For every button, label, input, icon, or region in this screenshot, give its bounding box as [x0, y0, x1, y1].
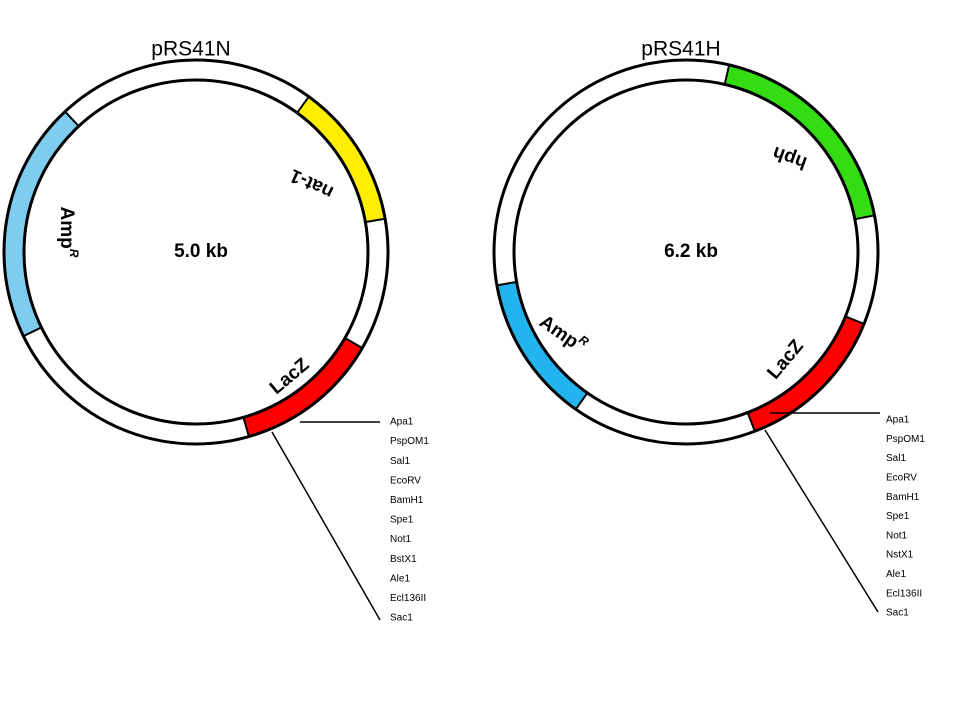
feature-label: AmpR	[56, 207, 81, 258]
restriction-site: NstX1	[886, 550, 914, 561]
restriction-site: Spe1	[886, 511, 910, 522]
site-line	[764, 429, 879, 613]
feature-arc	[723, 63, 876, 221]
plasmid-size: 5.0 kb	[174, 241, 228, 262]
restriction-site: Sal1	[886, 453, 906, 464]
restriction-site: Ale1	[886, 569, 906, 580]
restriction-site: BamH1	[390, 495, 424, 506]
restriction-site: Ale1	[390, 573, 410, 584]
feature-name: LacZ	[763, 336, 808, 384]
ring-outer	[2, 58, 390, 446]
feature-label: LacZ	[763, 336, 808, 384]
restriction-site: PspOM1	[390, 436, 429, 447]
feature-sup: R	[67, 249, 81, 258]
feature-label: nat-1	[286, 164, 336, 202]
restriction-site: Sal1	[390, 456, 410, 467]
feature-label: hph	[770, 142, 810, 174]
feature-name: Amp	[56, 207, 77, 249]
ring-outer	[492, 58, 880, 446]
plasmid-size: 6.2 kb	[664, 241, 718, 262]
restriction-site: Ecl136II	[886, 588, 922, 599]
restriction-site: Apa1	[390, 417, 414, 428]
restriction-site: PspOM1	[886, 434, 925, 445]
plasmid-name: pRS41H	[641, 38, 720, 61]
restriction-site: Spe1	[390, 515, 414, 526]
restriction-site: Not1	[390, 534, 412, 545]
site-line	[271, 431, 381, 621]
restriction-site: Apa1	[886, 415, 910, 426]
feature-name: nat-1	[286, 164, 336, 202]
restriction-site: BamH1	[886, 492, 920, 503]
ring-inner	[22, 78, 370, 426]
restriction-site: EcoRV	[886, 473, 917, 484]
restriction-site: Not1	[886, 530, 908, 541]
restriction-site: Sac1	[886, 608, 909, 619]
feature-name: hph	[770, 142, 810, 174]
plasmid-name: pRS41N	[151, 38, 230, 61]
ring-inner	[512, 78, 860, 426]
restriction-site: BstX1	[390, 554, 417, 565]
restriction-site: EcoRV	[390, 475, 421, 486]
restriction-site: Ecl136II	[390, 593, 426, 604]
restriction-site: Sac1	[390, 613, 413, 624]
